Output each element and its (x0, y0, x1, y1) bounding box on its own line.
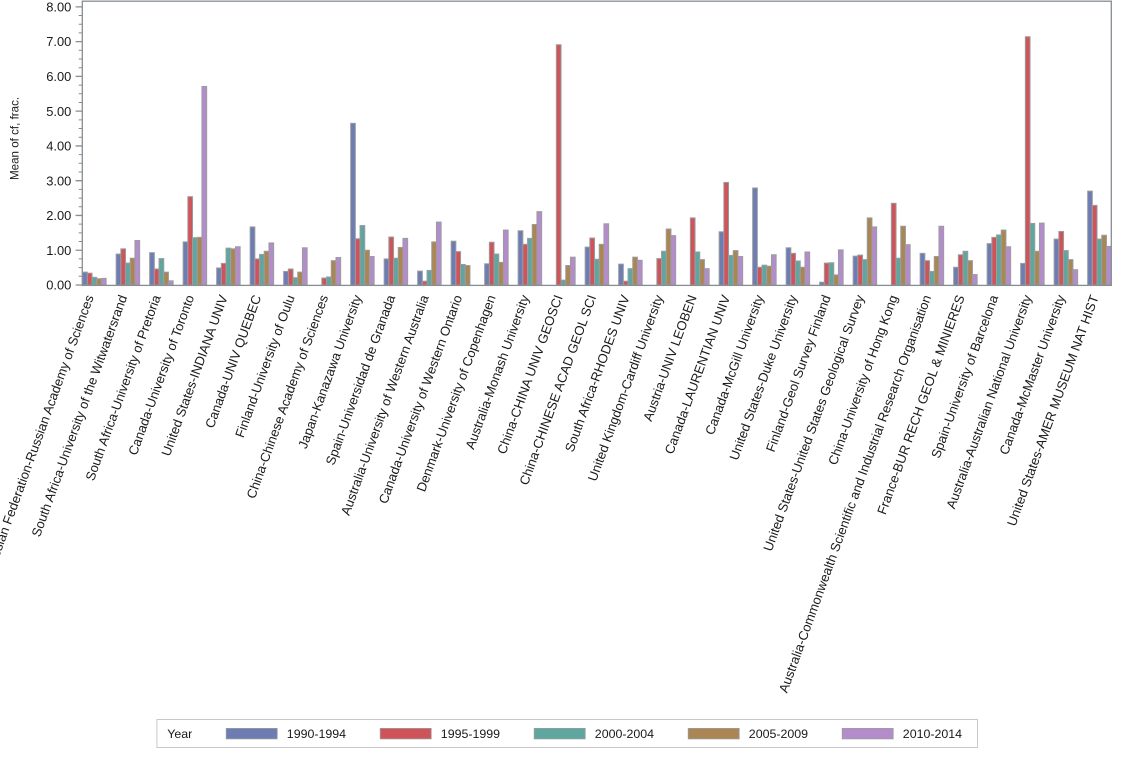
svg-text:3.00: 3.00 (46, 173, 71, 188)
svg-text:Mean of cf, frac.: Mean of cf, frac. (8, 97, 21, 180)
svg-text:1990-1994: 1990-1994 (287, 727, 346, 741)
svg-text:2005-2009: 2005-2009 (749, 727, 808, 741)
svg-text:2.00: 2.00 (46, 208, 71, 223)
svg-text:4.00: 4.00 (46, 139, 71, 154)
svg-text:2010-2014: 2010-2014 (903, 727, 962, 741)
svg-text:8.00: 8.00 (46, 0, 71, 14)
svg-text:5.00: 5.00 (46, 104, 71, 119)
svg-text:7.00: 7.00 (46, 34, 71, 49)
svg-text:6.00: 6.00 (46, 69, 71, 84)
svg-text:Year: Year (167, 727, 192, 741)
svg-text:1.00: 1.00 (46, 243, 71, 258)
svg-text:1995-1999: 1995-1999 (441, 727, 500, 741)
svg-text:0.00: 0.00 (46, 278, 71, 293)
svg-text:2000-2004: 2000-2004 (595, 727, 654, 741)
